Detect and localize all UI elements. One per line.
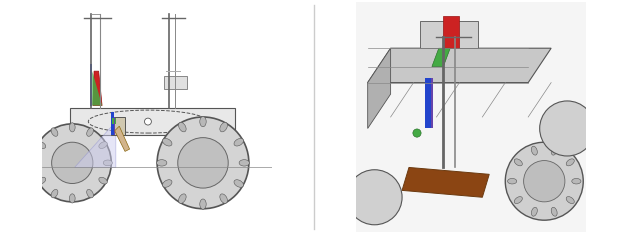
Polygon shape xyxy=(92,71,102,106)
Polygon shape xyxy=(402,168,489,197)
Circle shape xyxy=(33,124,111,202)
Ellipse shape xyxy=(200,117,206,127)
Circle shape xyxy=(413,129,421,137)
Ellipse shape xyxy=(178,194,186,203)
Bar xyxy=(425,78,431,128)
Circle shape xyxy=(157,117,249,209)
Bar xyxy=(164,76,187,89)
Bar xyxy=(111,117,125,135)
Ellipse shape xyxy=(87,128,94,136)
Ellipse shape xyxy=(507,179,517,184)
Bar xyxy=(443,16,460,48)
Circle shape xyxy=(524,161,565,202)
Ellipse shape xyxy=(566,159,574,166)
Polygon shape xyxy=(367,48,551,83)
FancyBboxPatch shape xyxy=(70,108,235,135)
Circle shape xyxy=(539,101,595,156)
Ellipse shape xyxy=(234,139,244,146)
Circle shape xyxy=(347,170,402,225)
Ellipse shape xyxy=(514,159,522,166)
Ellipse shape xyxy=(37,177,46,184)
Ellipse shape xyxy=(70,123,75,132)
Ellipse shape xyxy=(87,190,94,198)
Ellipse shape xyxy=(156,160,167,166)
Bar xyxy=(112,118,116,124)
Circle shape xyxy=(506,142,583,220)
Polygon shape xyxy=(367,48,391,128)
Bar xyxy=(90,64,92,106)
Ellipse shape xyxy=(234,180,244,187)
Circle shape xyxy=(178,138,228,188)
Circle shape xyxy=(144,118,151,125)
Polygon shape xyxy=(93,71,102,106)
Ellipse shape xyxy=(70,194,75,203)
Ellipse shape xyxy=(220,122,227,132)
Ellipse shape xyxy=(103,160,112,166)
Polygon shape xyxy=(115,126,129,151)
Ellipse shape xyxy=(551,207,557,216)
Ellipse shape xyxy=(51,190,58,198)
Ellipse shape xyxy=(239,160,249,166)
Polygon shape xyxy=(432,48,450,66)
Bar xyxy=(114,117,115,135)
Bar xyxy=(431,78,433,128)
Ellipse shape xyxy=(551,146,557,155)
Ellipse shape xyxy=(37,142,46,148)
Ellipse shape xyxy=(163,180,172,187)
Polygon shape xyxy=(75,122,116,168)
Ellipse shape xyxy=(99,142,107,148)
Ellipse shape xyxy=(99,177,107,184)
Ellipse shape xyxy=(220,194,227,203)
Ellipse shape xyxy=(163,139,172,146)
Ellipse shape xyxy=(531,207,538,216)
Circle shape xyxy=(51,142,93,183)
Ellipse shape xyxy=(200,199,206,209)
Ellipse shape xyxy=(531,146,538,155)
Ellipse shape xyxy=(178,122,186,132)
Ellipse shape xyxy=(32,160,41,166)
Ellipse shape xyxy=(566,197,574,204)
Bar xyxy=(420,21,478,48)
Bar xyxy=(111,112,114,135)
Ellipse shape xyxy=(51,128,58,136)
Ellipse shape xyxy=(514,197,522,204)
Ellipse shape xyxy=(571,179,581,184)
